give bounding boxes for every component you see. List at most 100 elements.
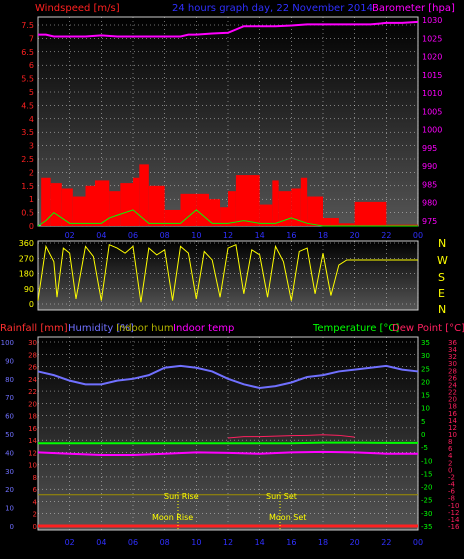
barometer-tick-label: 1000 bbox=[422, 126, 442, 135]
wind-x-tick-label: 14 bbox=[255, 231, 265, 240]
dewpoint-tick-label: -2 bbox=[448, 473, 455, 481]
wind-x-tick-label: 00 bbox=[413, 231, 423, 240]
dewpoint-axis-title: Dew Point [°C] bbox=[392, 323, 464, 334]
climate-x-tick-label: 04 bbox=[96, 538, 106, 547]
dewpoint-tick-label: -10 bbox=[448, 502, 459, 510]
moon-set-label: Moon Set bbox=[269, 513, 306, 522]
humidity-tick-label: 70 bbox=[5, 394, 14, 402]
rain-tick-label: 30 bbox=[28, 339, 37, 347]
temperature-axis-title: Temperature [°C] bbox=[312, 323, 399, 334]
climate-x-tick-label: 02 bbox=[65, 538, 75, 547]
rainfall-axis-title: Rainfall [mm] bbox=[0, 323, 68, 334]
temperature-tick-label: 30 bbox=[421, 352, 430, 360]
windspeed-bar bbox=[291, 188, 301, 226]
barometer-tick-label: 1025 bbox=[422, 34, 442, 43]
humidity-tick-label: 90 bbox=[5, 357, 14, 365]
dewpoint-tick-label: 28 bbox=[448, 367, 457, 375]
rain-tick-label: 16 bbox=[28, 425, 37, 433]
wind-x-tick-label: 06 bbox=[128, 231, 138, 240]
wind-x-tick-label: 20 bbox=[350, 231, 360, 240]
windspeed-bar bbox=[72, 196, 86, 226]
dewpoint-tick-label: -12 bbox=[448, 509, 459, 517]
direction-tick-label: 270 bbox=[19, 254, 34, 263]
windspeed-bar bbox=[278, 191, 292, 226]
windspeed-bar bbox=[196, 193, 209, 226]
direction-panel-grid bbox=[38, 241, 419, 310]
windspeed-bar bbox=[133, 177, 140, 226]
windspeed-bar bbox=[300, 177, 308, 226]
dewpoint-tick-label: 36 bbox=[448, 339, 457, 347]
wind-x-tick-label: 12 bbox=[223, 231, 233, 240]
windspeed-bar bbox=[235, 175, 247, 226]
barometer-tick-label: 1015 bbox=[422, 71, 442, 80]
climate-x-tick-label: 10 bbox=[191, 538, 201, 547]
dewpoint-tick-label: -4 bbox=[448, 481, 456, 489]
dewpoint-tick-label: 0 bbox=[448, 466, 452, 474]
windspeed-bar bbox=[50, 183, 62, 226]
wind-x-tick-label: 04 bbox=[96, 231, 106, 240]
temperature-tick-label: 0 bbox=[421, 431, 425, 439]
wind-tick-label: 4.5 bbox=[21, 101, 34, 110]
wind-tick-label: 5 bbox=[29, 88, 34, 97]
compass-w: W bbox=[437, 254, 448, 267]
rain-tick-label: 10 bbox=[28, 462, 37, 470]
temperature-tick-label: 15 bbox=[421, 392, 430, 400]
rain-tick-label: 14 bbox=[28, 437, 37, 445]
windspeed-bar bbox=[209, 199, 221, 226]
wind-panel-axes: 0 0.5 1 1.5 2 2.5 3 3.5 4 4.5 5 5.5 6 6.5 7 7.5 975 980 98… bbox=[21, 16, 442, 240]
wind-tick-label: 7.5 bbox=[21, 21, 34, 30]
temperature-tick-label: -20 bbox=[421, 484, 432, 492]
windspeed-bar bbox=[330, 217, 339, 226]
wind-tick-label: 6.5 bbox=[21, 48, 34, 57]
compass-n-bottom: N bbox=[438, 303, 446, 316]
temperature-tick-label: 25 bbox=[421, 365, 430, 373]
indoor-temp-axis-title: Indoor temp bbox=[173, 323, 234, 334]
barometer-tick-label: 1010 bbox=[422, 89, 442, 98]
windspeed-bar bbox=[95, 180, 110, 226]
rain-tick-label: 28 bbox=[28, 351, 37, 359]
climate-panel-marks bbox=[37, 364, 419, 528]
compass-n-top: N bbox=[438, 237, 446, 250]
windspeed-bar bbox=[148, 185, 165, 226]
direction-tick-label: 360 bbox=[19, 239, 34, 248]
barometer-tick-label: 1005 bbox=[422, 107, 442, 116]
windspeed-bar bbox=[307, 196, 323, 226]
gust-line bbox=[37, 209, 418, 227]
dewpoint-tick-label: 10 bbox=[448, 431, 457, 439]
barometer-tick-label: 985 bbox=[422, 180, 437, 189]
dewpoint-tick-label: 8 bbox=[448, 438, 452, 446]
rain-tick-label: 2 bbox=[33, 511, 37, 519]
dewpoint-tick-label: 22 bbox=[448, 389, 457, 397]
temperature-tick-label: -30 bbox=[421, 510, 432, 518]
rain-tick-label: 20 bbox=[28, 400, 37, 408]
climate-x-tick-label: 08 bbox=[160, 538, 170, 547]
temperature-tick-label: 10 bbox=[421, 405, 430, 413]
wind-tick-label: 6 bbox=[29, 61, 34, 70]
direction-tick-label: 180 bbox=[19, 270, 34, 279]
barometer-tick-label: 990 bbox=[422, 162, 437, 171]
sun-set-label: Sun Set bbox=[266, 492, 297, 501]
rain-tick-label: 0 bbox=[33, 523, 37, 531]
windspeed-bar bbox=[41, 177, 51, 226]
windspeed-bar bbox=[164, 209, 181, 226]
climate-panel-axes: 0246810121416182022242628300102030405060… bbox=[1, 339, 460, 547]
climate-x-tick-label: 20 bbox=[350, 538, 360, 547]
windspeed-bar bbox=[120, 183, 133, 226]
rain-tick-label: 6 bbox=[33, 486, 38, 494]
dewpoint-tick-label: 34 bbox=[448, 346, 457, 354]
humidity-tick-label: 60 bbox=[5, 413, 14, 421]
temperature-tick-label: 20 bbox=[421, 378, 430, 386]
wind-x-tick-label: 22 bbox=[381, 231, 391, 240]
wind-tick-label: 2.5 bbox=[21, 155, 34, 164]
barometer-line bbox=[38, 20, 419, 38]
temperature-tick-label: 5 bbox=[421, 418, 425, 426]
compass-s: S bbox=[438, 271, 445, 284]
windspeed-bar bbox=[338, 223, 355, 226]
dewpoint-tick-label: 14 bbox=[448, 417, 457, 425]
temperature-line bbox=[38, 441, 418, 445]
dewpoint-tick-label: 12 bbox=[448, 424, 457, 432]
wind-x-tick-label: 18 bbox=[318, 231, 328, 240]
temperature-tick-label: -25 bbox=[421, 497, 432, 505]
rain-tick-label: 18 bbox=[28, 413, 37, 421]
